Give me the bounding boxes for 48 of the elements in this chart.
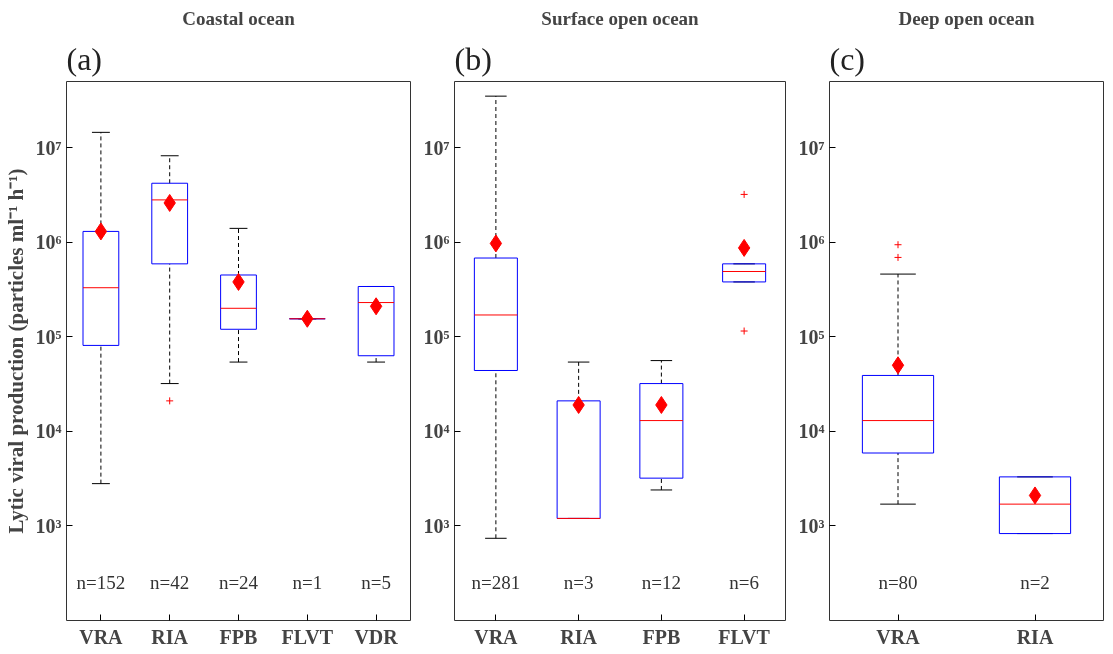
annotation: n=42 <box>150 572 190 593</box>
y-tick-label: 10⁷ <box>798 136 825 159</box>
x-tick-label: VRA <box>876 625 921 648</box>
x-tick-label: FLVT <box>281 625 334 648</box>
y-tick-label: 10⁵ <box>423 325 450 348</box>
y-tick-label: 10⁶ <box>798 231 825 254</box>
x-tick-label: RIA <box>1016 625 1054 648</box>
annotation: n=80 <box>878 572 918 593</box>
y-tick-label: 10⁷ <box>423 136 450 159</box>
annotation: n=6 <box>729 572 759 593</box>
point <box>737 238 751 257</box>
x-tick-label: FPB <box>219 625 258 648</box>
point <box>489 234 503 253</box>
y-tick-label: 10³ <box>35 514 62 537</box>
point <box>369 297 383 316</box>
annotation: n=152 <box>76 572 126 593</box>
y-tick-label: 10³ <box>423 514 450 537</box>
y-tick-label: 10⁵ <box>35 325 62 348</box>
point <box>94 222 108 241</box>
y-tick-label: 10⁴ <box>798 420 825 443</box>
annotation: n=1 <box>292 572 323 593</box>
annotation: n=12 <box>641 572 681 593</box>
y-tick-label: 10⁶ <box>423 231 450 254</box>
annotation: n=24 <box>218 572 259 593</box>
y-tick-label: 10³ <box>798 514 825 537</box>
annotation: n=3 <box>563 572 594 593</box>
text: (a) <box>66 40 103 77</box>
text: (c) <box>829 40 866 77</box>
y-tick-label: 10⁵ <box>798 325 825 348</box>
x-tick-label: FPB <box>642 625 681 648</box>
annotation: n=2 <box>1020 572 1050 593</box>
x-tick-label: VRA <box>79 625 124 648</box>
x-tick-label: RIA <box>560 625 598 648</box>
chart-title: Coastal ocean <box>182 7 296 29</box>
y-tick-label: 10⁴ <box>35 420 62 443</box>
x-tick-label: VRA <box>474 625 519 648</box>
y-tick-label: 10⁶ <box>35 231 62 254</box>
x-tick-label: FLVT <box>718 625 771 648</box>
y-tick-label: 10⁷ <box>35 136 62 159</box>
y-tick-label: 10⁴ <box>423 420 450 443</box>
chart-title: Deep open ocean <box>898 7 1036 29</box>
x-tick-label: VDR <box>354 625 399 648</box>
text: (b) <box>454 40 492 77</box>
x-tick-label: RIA <box>151 625 189 648</box>
y-axis-title: Lytic viral production (particles ml⁻¹ h⁻¹) <box>3 168 28 534</box>
chart-title: Surface open ocean <box>541 7 700 29</box>
annotation: n=281 <box>471 572 521 593</box>
annotation: n=5 <box>361 572 391 593</box>
